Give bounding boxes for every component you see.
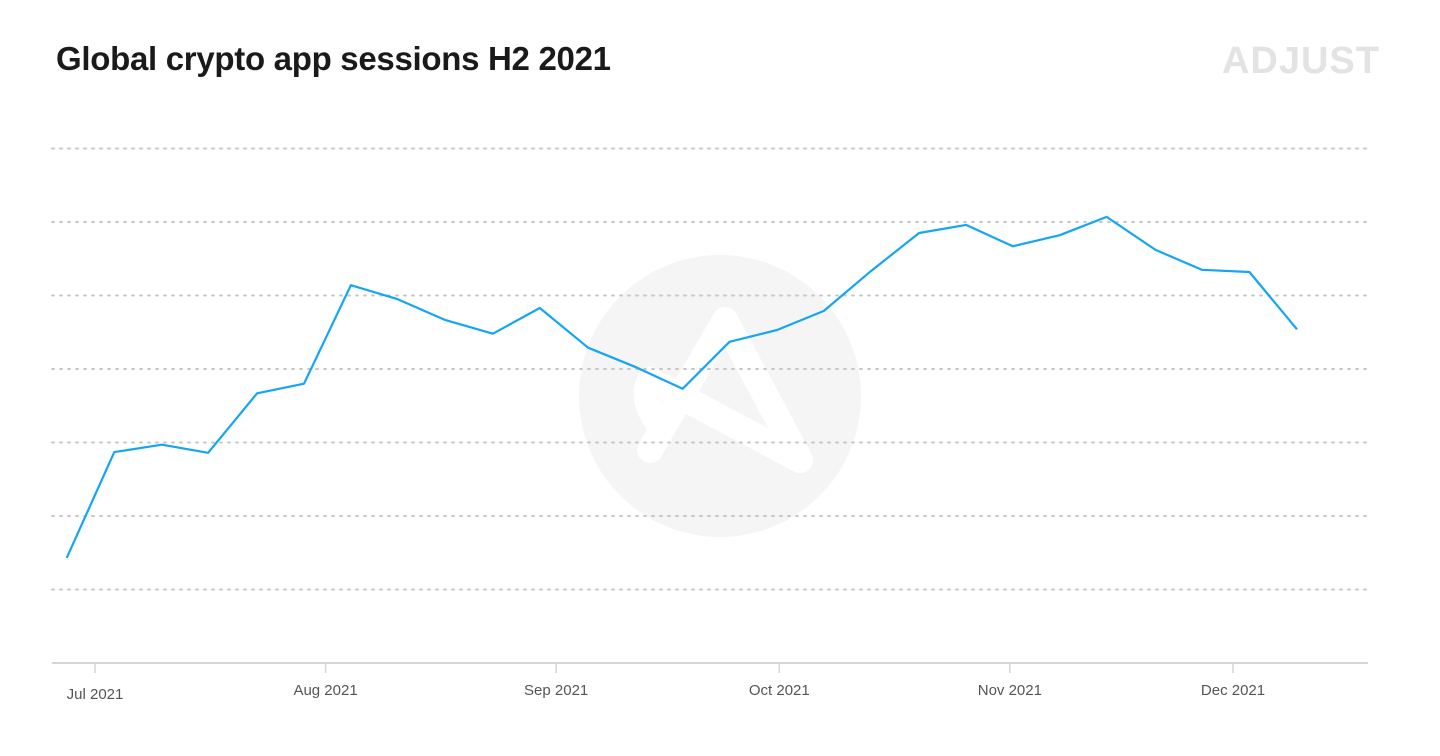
x-tick-label: Oct 2021 xyxy=(749,682,810,699)
x-tick-label: Aug 2021 xyxy=(293,682,357,699)
adjust-logo: ADJUST xyxy=(1221,40,1380,82)
series-line-sessions xyxy=(65,215,1298,559)
x-tick-label: Nov 2021 xyxy=(978,682,1042,699)
x-tick-label: Jul 2021 xyxy=(67,686,124,703)
watermark-logo xyxy=(579,255,861,537)
x-tick-label: Dec 2021 xyxy=(1201,682,1265,699)
x-tick-label: Sep 2021 xyxy=(524,682,588,699)
chart-title: Global crypto app sessions H2 2021 xyxy=(56,40,611,77)
